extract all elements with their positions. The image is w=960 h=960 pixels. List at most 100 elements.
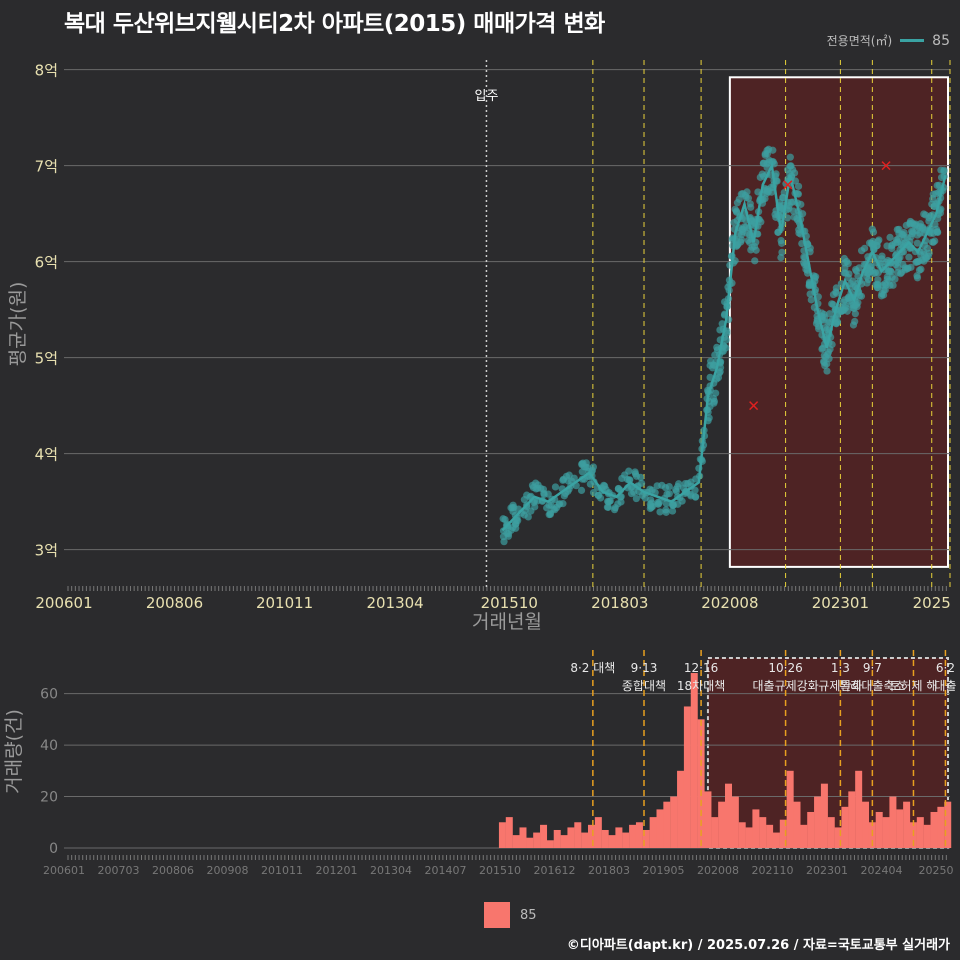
- volume-bar: [629, 824, 637, 848]
- volume-bar: [683, 706, 691, 848]
- volume-bar: [670, 796, 678, 848]
- data-point: [614, 485, 623, 493]
- volume-bar: [594, 817, 602, 848]
- data-point: [878, 252, 886, 260]
- volume-bar: [601, 829, 609, 848]
- volume-bar: [875, 811, 883, 848]
- data-point: [751, 257, 759, 265]
- volume-bar: [772, 832, 780, 848]
- data-point: [851, 317, 859, 326]
- data-point: [544, 490, 552, 498]
- data-point: [709, 361, 717, 369]
- volume-bar: [512, 835, 520, 848]
- volume-x-tick-label: 200908: [207, 864, 249, 877]
- volume-bar: [581, 832, 589, 848]
- data-point: [867, 262, 875, 271]
- volume-bar: [587, 824, 595, 848]
- data-point: [899, 231, 907, 239]
- outlier-marker: [783, 180, 793, 190]
- data-point: [786, 153, 794, 161]
- data-point: [674, 483, 682, 491]
- data-point: [586, 480, 594, 488]
- data-point: [512, 524, 520, 532]
- volume-bar: [677, 770, 685, 848]
- volume-bar: [930, 811, 938, 848]
- y-tick-label: 8억: [35, 62, 58, 80]
- volume-tick-label: 40: [40, 738, 58, 754]
- y-tick-label: 5억: [35, 350, 58, 368]
- data-point: [845, 270, 853, 278]
- volume-bar: [567, 827, 575, 848]
- data-point: [777, 236, 785, 245]
- move-in-label: 입주: [474, 89, 498, 104]
- volume-y-axis-title: 거래량(건): [3, 709, 25, 794]
- data-point: [578, 460, 586, 468]
- data-point: [570, 474, 578, 482]
- volume-x-tick-label: 202404: [861, 864, 903, 877]
- data-point: [722, 336, 730, 344]
- data-point: [806, 244, 814, 252]
- data-point: [860, 244, 869, 252]
- data-point: [929, 238, 937, 246]
- data-point: [832, 288, 840, 296]
- data-point: [887, 268, 895, 276]
- y-tick-label: 6억: [35, 254, 58, 272]
- data-point: [668, 507, 677, 515]
- data-point: [687, 478, 695, 486]
- data-point: [539, 485, 548, 493]
- policy-name-label: 종합대책: [622, 678, 666, 693]
- data-point: [915, 266, 924, 274]
- volume-bar: [834, 827, 842, 848]
- policy-date-label: 12·16: [684, 661, 718, 675]
- data-point: [610, 506, 619, 514]
- volume-x-tick-label: 201803: [588, 864, 630, 877]
- legend-line-swatch: [900, 39, 925, 42]
- outlier-marker: [881, 161, 891, 171]
- volume-x-tick-label: 20250: [919, 864, 954, 877]
- volume-bar: [752, 809, 760, 848]
- volume-bar: [642, 829, 650, 848]
- policy-date-label: 1·3: [831, 661, 850, 675]
- volume-x-tick-label: 202110: [752, 864, 794, 877]
- data-point: [806, 290, 814, 298]
- volume-bar: [505, 817, 513, 848]
- data-point: [747, 203, 755, 211]
- data-point: [916, 222, 924, 231]
- data-point: [692, 493, 700, 501]
- data-point: [872, 281, 880, 289]
- data-point: [559, 475, 568, 483]
- volume-bar: [848, 791, 856, 848]
- chart-title: 복대 두산위브지웰시티2차 아파트(2015) 매매가격 변화: [64, 11, 605, 37]
- legend-bar-swatch: [484, 902, 510, 928]
- data-point: [778, 248, 786, 256]
- data-point: [869, 228, 878, 236]
- data-point: [913, 274, 922, 282]
- volume-bar: [546, 840, 554, 848]
- volume-bar: [814, 796, 822, 848]
- volume-tick-label: 60: [40, 687, 58, 703]
- outlier-marker: [749, 401, 759, 411]
- data-point: [716, 368, 724, 376]
- data-point: [933, 228, 941, 236]
- data-point: [823, 367, 831, 375]
- data-point: [500, 538, 508, 546]
- y-tick-label: 7억: [35, 158, 58, 176]
- volume-tick-label: 0: [49, 841, 58, 857]
- data-point: [551, 483, 560, 491]
- volume-bar: [656, 809, 664, 848]
- volume-bar: [649, 817, 657, 848]
- legend-volume: 85: [484, 902, 537, 928]
- legend-value: 85: [932, 32, 950, 49]
- data-point: [710, 397, 718, 405]
- data-point: [881, 279, 889, 288]
- data-point: [925, 249, 933, 257]
- x-tick-label: 200601: [35, 594, 92, 612]
- data-point: [851, 310, 859, 318]
- data-point: [604, 497, 612, 505]
- data-point: [916, 229, 924, 237]
- volume-bar: [766, 824, 774, 848]
- volume-bar: [916, 817, 924, 848]
- x-tick-label: 202008: [701, 594, 758, 612]
- y-tick-label: 4억: [35, 446, 58, 464]
- legend-label: 전용면적(㎡): [826, 34, 893, 48]
